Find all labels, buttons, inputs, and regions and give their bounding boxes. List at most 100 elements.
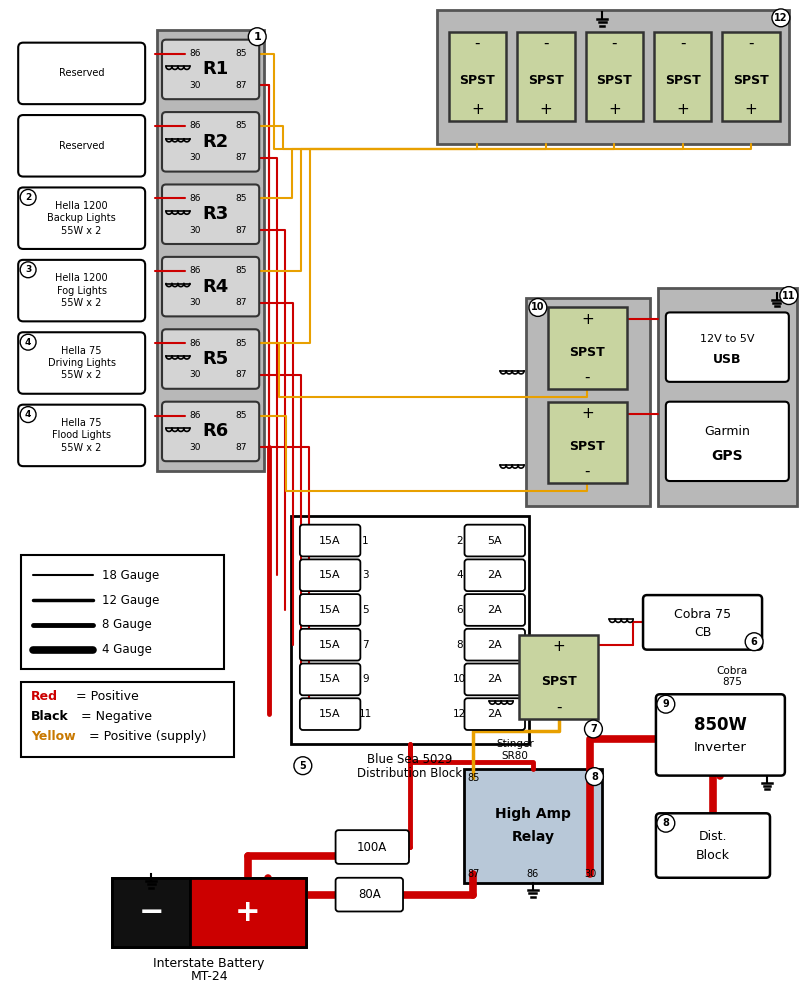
Text: 5: 5: [362, 605, 369, 615]
Bar: [113, 878, 306, 948]
Text: 9: 9: [362, 674, 369, 684]
FancyBboxPatch shape: [18, 115, 145, 177]
FancyBboxPatch shape: [300, 594, 360, 626]
Text: 3: 3: [25, 265, 32, 274]
Text: 100A: 100A: [357, 840, 388, 853]
Text: 7: 7: [362, 640, 369, 650]
Text: Relay: Relay: [512, 830, 555, 844]
Text: 2A: 2A: [487, 709, 502, 720]
Text: 11: 11: [782, 291, 796, 301]
Text: 12: 12: [775, 13, 787, 23]
Text: 12 Gauge: 12 Gauge: [102, 594, 160, 607]
FancyBboxPatch shape: [18, 188, 145, 249]
Text: Hella 1200
Fog Lights
55W x 2: Hella 1200 Fog Lights 55W x 2: [55, 273, 108, 308]
Circle shape: [20, 407, 36, 423]
Circle shape: [780, 287, 798, 305]
Text: 2A: 2A: [487, 674, 502, 684]
FancyBboxPatch shape: [18, 260, 145, 321]
Text: 6: 6: [751, 637, 757, 647]
Text: 86: 86: [189, 411, 200, 420]
Circle shape: [585, 721, 603, 738]
Text: 86: 86: [189, 122, 200, 131]
Text: Hella 75
Flood Lights
55W x 2: Hella 75 Flood Lights 55W x 2: [52, 418, 111, 453]
Text: 15A: 15A: [320, 674, 341, 684]
Text: 85: 85: [236, 122, 247, 131]
FancyBboxPatch shape: [300, 629, 360, 661]
Text: -: -: [611, 36, 617, 51]
Text: SPST: SPST: [460, 75, 496, 87]
Text: 18 Gauge: 18 Gauge: [102, 569, 160, 582]
Text: 11: 11: [358, 709, 372, 720]
Text: USB: USB: [713, 353, 741, 366]
Bar: [291, 516, 529, 744]
Text: = Positive: = Positive: [75, 690, 139, 703]
Text: 85: 85: [236, 49, 247, 58]
Circle shape: [529, 299, 547, 317]
Text: SPST: SPST: [665, 75, 701, 87]
Bar: [517, 31, 575, 121]
Text: 15A: 15A: [320, 536, 341, 546]
Circle shape: [248, 28, 266, 45]
Circle shape: [20, 190, 36, 205]
Text: 30: 30: [189, 442, 200, 452]
Circle shape: [657, 695, 675, 713]
Text: 30: 30: [585, 869, 597, 879]
Text: +: +: [471, 101, 484, 117]
Text: 6: 6: [457, 605, 463, 615]
Text: 2A: 2A: [487, 640, 502, 650]
FancyBboxPatch shape: [18, 332, 145, 394]
FancyBboxPatch shape: [465, 664, 525, 695]
Text: 10: 10: [453, 674, 466, 684]
Text: +: +: [235, 898, 260, 927]
Bar: [547, 402, 627, 483]
Text: SPST: SPST: [569, 440, 605, 453]
FancyBboxPatch shape: [465, 525, 525, 556]
Text: 86: 86: [189, 194, 200, 202]
Text: 10: 10: [531, 303, 545, 313]
Text: 2: 2: [25, 193, 32, 202]
FancyBboxPatch shape: [465, 594, 525, 626]
Bar: [464, 769, 603, 883]
Text: R3: R3: [203, 205, 229, 223]
Text: 15A: 15A: [320, 570, 341, 580]
Text: Interstate Battery: Interstate Battery: [153, 956, 265, 969]
Text: 12: 12: [453, 709, 466, 720]
Text: 3: 3: [362, 570, 369, 580]
Text: 85: 85: [236, 411, 247, 420]
Text: Black: Black: [31, 710, 69, 723]
Text: 87: 87: [467, 869, 479, 879]
Bar: [654, 31, 711, 121]
Text: Blue Sea 5029: Blue Sea 5029: [367, 753, 453, 766]
Text: 87: 87: [236, 442, 247, 452]
Text: 2A: 2A: [487, 570, 502, 580]
Circle shape: [772, 9, 790, 27]
Text: −: −: [139, 898, 164, 927]
Bar: [547, 308, 627, 389]
Bar: [21, 682, 234, 757]
Text: R4: R4: [203, 277, 229, 296]
Text: -: -: [749, 36, 754, 51]
Text: 5A: 5A: [487, 536, 502, 546]
Text: 87: 87: [236, 81, 247, 89]
Text: Hella 75
Driving Lights
55W x 2: Hella 75 Driving Lights 55W x 2: [48, 346, 116, 380]
Text: 87: 87: [236, 371, 247, 379]
Text: 87: 87: [236, 153, 247, 162]
Bar: [157, 29, 264, 471]
FancyBboxPatch shape: [300, 664, 360, 695]
Text: SPST: SPST: [541, 674, 577, 688]
Text: 12V to 5V: 12V to 5V: [700, 334, 754, 344]
Text: +: +: [539, 101, 552, 117]
Text: 15A: 15A: [320, 605, 341, 615]
Text: 1: 1: [362, 536, 369, 546]
Text: 4: 4: [25, 338, 32, 347]
Text: 86: 86: [527, 869, 539, 879]
Text: SPST: SPST: [528, 75, 564, 87]
Text: +: +: [581, 312, 594, 327]
Text: High Amp: High Amp: [495, 807, 571, 821]
Text: R1: R1: [203, 60, 229, 79]
Text: 5: 5: [299, 761, 307, 771]
Text: SR80: SR80: [502, 751, 529, 761]
Text: Yellow: Yellow: [31, 730, 75, 743]
Text: 30: 30: [189, 226, 200, 235]
Text: 30: 30: [189, 371, 200, 379]
